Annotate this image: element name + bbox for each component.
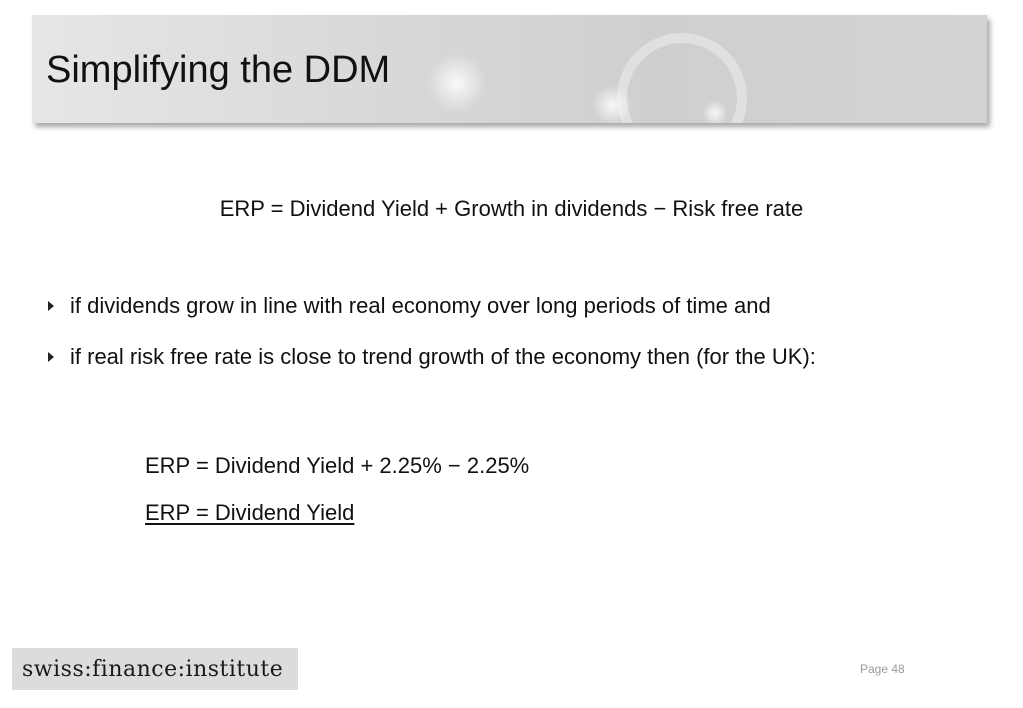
logo-text: swiss:finance:institute xyxy=(22,656,284,682)
decorative-ring xyxy=(617,33,747,123)
main-formula: ERP = Dividend Yield + Growth in dividen… xyxy=(219,196,804,221)
bullet-item: if real risk free rate is close to trend… xyxy=(46,343,816,371)
page-title: Simplifying the DDM xyxy=(46,49,391,91)
bullet-list: if dividends grow in line with real econ… xyxy=(46,292,816,394)
triangle-right-icon xyxy=(48,352,54,362)
title-banner: Simplifying the DDM xyxy=(32,15,987,123)
bullet-text: if real risk free rate is close to trend… xyxy=(70,344,816,369)
page-number: Page 48 xyxy=(860,662,905,676)
institute-logo: swiss:finance:institute xyxy=(12,648,298,690)
decorative-glow xyxy=(427,53,487,113)
result-formula: ERP = Dividend Yield + 2.25% − 2.25% xyxy=(145,453,530,478)
result-conclusion: ERP = Dividend Yield xyxy=(145,500,355,525)
bullet-item: if dividends grow in line with real econ… xyxy=(46,292,816,320)
triangle-right-icon xyxy=(48,301,54,311)
bullet-text: if dividends grow in line with real econ… xyxy=(70,293,771,318)
